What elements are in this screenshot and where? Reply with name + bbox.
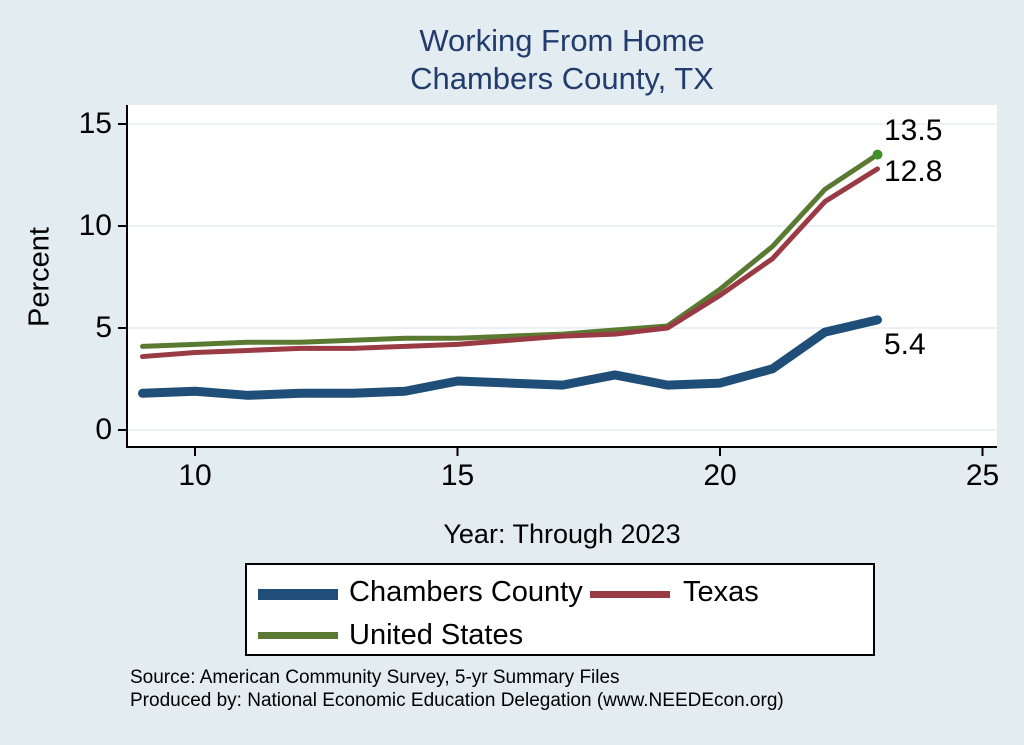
y-tick-label-5: 5 [95,311,112,344]
chambers-county-line [138,315,882,400]
united-states-end-marker [872,149,883,160]
united-states-legend-label: United States [349,619,524,651]
united-states-legend-swatch [258,632,338,639]
y-tick-label-0: 0 [95,413,112,446]
x-tick-label-10: 10 [178,459,212,492]
texas-end-label: 12.8 [884,154,943,188]
texas-line [140,166,880,360]
chambers-county-legend-label: Chambers County [349,576,583,608]
texas-legend-label: Texas [683,576,759,608]
chambers-county-legend-swatch [258,589,338,600]
chambers-county-end-label: 5.4 [884,327,926,361]
united-states-line [140,152,880,349]
united-states-end-label: 13.5 [884,113,943,147]
source-note: Source: American Community Survey, 5-yr … [130,667,620,688]
chart-title-block: Working From Home Chambers County, TX [127,22,997,98]
x-tick-label-25: 25 [965,459,1000,492]
texas-legend-swatch [590,591,670,598]
footer-notes: Source: American Community Survey, 5-yr … [130,666,784,712]
chart-title: Working From Home [419,23,705,58]
x-tick-label-20: 20 [703,459,737,492]
y-tick-label-10: 10 [78,209,112,242]
legend: Chambers County Texas United States [245,563,875,656]
y-axis-title: Percent [23,227,56,327]
y-tick-label-15: 15 [78,107,112,140]
chart-subtitle: Chambers County, TX [410,61,714,96]
x-axis-title: Year: Through 2023 [443,519,681,549]
produced-by-note: Produced by: National Economic Education… [130,690,784,711]
x-tick-label-15: 15 [440,459,475,492]
